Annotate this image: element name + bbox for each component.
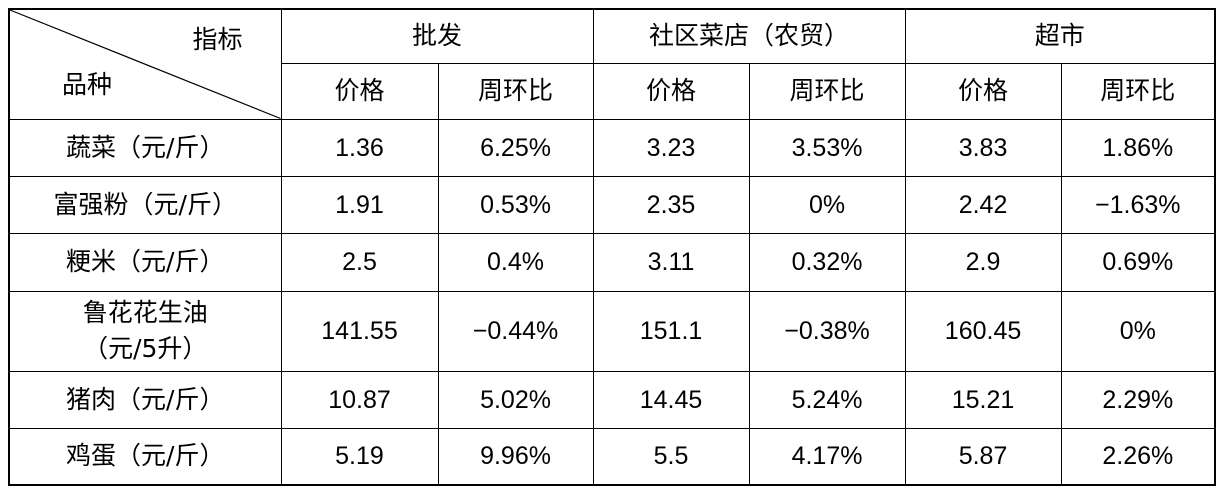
cell-wholesale-price: 5.19 — [280, 427, 439, 486]
cell-community-price: 14.45 — [592, 370, 750, 429]
row-name-cell: 蔬菜（元/斤） — [8, 118, 282, 177]
row-name-cell: 猪肉（元/斤） — [8, 370, 282, 429]
cell-wholesale-price: 1.91 — [280, 175, 439, 234]
row-name: 猪肉 — [66, 384, 117, 414]
row-unit: （元/5升） — [83, 334, 208, 363]
subheader-wholesale-price: 价格 — [280, 62, 439, 120]
cell-wholesale-price: 141.55 — [280, 290, 439, 372]
row-unit: （元/斤） — [116, 247, 225, 276]
cell-community-wow: 0% — [748, 175, 906, 234]
row-unit: （元/斤） — [116, 132, 225, 162]
group-header-community-store: 社区菜店（农贸） — [592, 8, 906, 64]
row-name-cell: 粳米（元/斤） — [8, 232, 282, 292]
cell-supermarket-wow: 0.69% — [1060, 232, 1216, 292]
price-table: 指标 品种 批发 社区菜店（农贸） 超市 价格 周环比 价格 周环比 价格 周环… — [8, 8, 1217, 486]
cell-community-price: 5.5 — [592, 427, 750, 486]
cell-wholesale-wow: 0.4% — [437, 232, 594, 292]
cell-community-wow: 3.53% — [748, 118, 906, 177]
cell-supermarket-price: 3.83 — [904, 118, 1062, 177]
cell-supermarket-wow: 2.29% — [1060, 370, 1216, 429]
cell-wholesale-wow: 5.02% — [437, 370, 594, 429]
group-header-row: 指标 品种 批发 社区菜店（农贸） 超市 — [8, 8, 1216, 120]
cell-wholesale-wow: 6.25% — [437, 118, 594, 177]
cell-supermarket-price: 160.45 — [904, 290, 1062, 372]
row-name: 富强粉 — [53, 189, 129, 219]
cell-wholesale-wow: −0.44% — [437, 290, 594, 372]
indicator-label: 指标 — [192, 25, 243, 54]
cell-wholesale-wow: 0.53% — [437, 175, 594, 234]
table-row: 鸡蛋（元/斤） 5.19 9.96% 5.5 4.17% 5.87 2.26% — [8, 427, 1216, 486]
subheader-supermarket-wow: 周环比 — [1060, 62, 1216, 120]
cell-wholesale-price: 1.36 — [280, 118, 439, 177]
cell-community-wow: 4.17% — [748, 427, 906, 486]
cell-community-price: 3.23 — [592, 118, 750, 177]
corner-header-cell: 指标 品种 — [8, 8, 282, 120]
cell-wholesale-price: 2.5 — [280, 232, 439, 292]
row-name: 粳米 — [66, 247, 117, 276]
row-unit: （元/斤） — [116, 384, 225, 414]
subheader-wholesale-wow: 周环比 — [437, 62, 594, 120]
table-row: 富强粉（元/斤） 1.91 0.53% 2.35 0% 2.42 −1.63% — [8, 175, 1216, 234]
cell-wholesale-price: 10.87 — [280, 370, 439, 429]
cell-supermarket-wow: 1.86% — [1060, 118, 1216, 177]
row-name-cell: 富强粉（元/斤） — [8, 175, 282, 234]
cell-supermarket-price: 2.9 — [904, 232, 1062, 292]
row-name-cell: 鸡蛋（元/斤） — [8, 427, 282, 486]
table-row: 猪肉（元/斤） 10.87 5.02% 14.45 5.24% 15.21 2.… — [8, 370, 1216, 429]
cell-community-wow: 5.24% — [748, 370, 906, 429]
group-header-wholesale: 批发 — [280, 8, 594, 64]
cell-community-price: 3.11 — [592, 232, 750, 292]
cell-supermarket-price: 2.42 — [904, 175, 1062, 234]
cell-community-price: 2.35 — [592, 175, 750, 234]
cell-supermarket-wow: 2.26% — [1060, 427, 1216, 486]
row-name: 蔬菜 — [66, 132, 117, 162]
diagonal-divider — [9, 9, 281, 120]
row-name: 鸡蛋 — [66, 441, 117, 471]
subheader-supermarket-price: 价格 — [904, 62, 1062, 120]
cell-supermarket-price: 15.21 — [904, 370, 1062, 429]
cell-community-wow: −0.38% — [748, 290, 906, 372]
subheader-community-wow: 周环比 — [748, 62, 906, 120]
variety-label: 品种 — [62, 70, 113, 99]
cell-community-wow: 0.32% — [748, 232, 906, 292]
subheader-row: 价格 周环比 价格 周环比 价格 周环比 — [9, 62, 1216, 120]
cell-supermarket-wow: 0% — [1060, 290, 1216, 372]
cell-wholesale-wow: 9.96% — [437, 427, 594, 486]
cell-community-price: 151.1 — [592, 290, 750, 372]
group-header-supermarket: 超市 — [904, 8, 1216, 64]
table-row: 鲁花花生油 （元/5升） 141.55 −0.44% 151.1 −0.38% 1… — [8, 290, 1216, 372]
table-row: 蔬菜（元/斤） 1.36 6.25% 3.23 3.53% 3.83 1.86% — [8, 118, 1216, 177]
row-unit: （元/斤） — [116, 441, 225, 471]
subheader-community-price: 价格 — [592, 62, 750, 120]
cell-supermarket-price: 5.87 — [904, 427, 1062, 486]
table-row: 粳米（元/斤） 2.5 0.4% 3.11 0.32% 2.9 0.69% — [8, 232, 1216, 292]
row-name-cell: 鲁花花生油 （元/5升） — [8, 290, 282, 372]
row-name: 鲁花花生油 — [82, 298, 208, 327]
cell-supermarket-wow: −1.63% — [1060, 175, 1216, 234]
row-unit: （元/斤） — [128, 189, 237, 219]
